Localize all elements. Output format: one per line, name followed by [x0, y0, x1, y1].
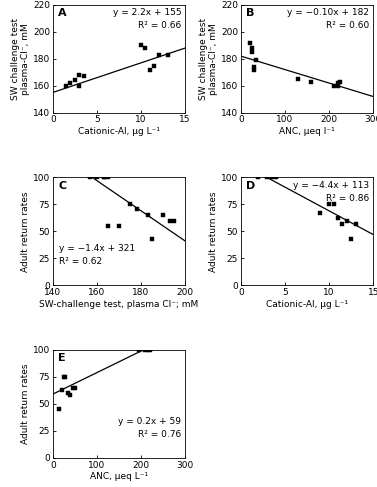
Text: R² = 0.76: R² = 0.76 [138, 430, 181, 439]
Y-axis label: Adult return rates: Adult return rates [209, 191, 218, 272]
X-axis label: ANC, μeq l⁻¹: ANC, μeq l⁻¹ [279, 127, 335, 136]
Text: R² = 0.60: R² = 0.60 [326, 21, 369, 30]
Text: y = 2.2x + 155: y = 2.2x + 155 [113, 8, 181, 17]
X-axis label: SW-challenge test, plasma Cl⁻; mM: SW-challenge test, plasma Cl⁻; mM [39, 300, 199, 309]
Text: y = −4.4x + 113: y = −4.4x + 113 [293, 181, 369, 189]
Text: y = −0.10x + 182: y = −0.10x + 182 [287, 8, 369, 17]
Text: C: C [58, 181, 66, 190]
Y-axis label: Adult return rates: Adult return rates [21, 191, 30, 272]
Y-axis label: Adult return rates: Adult return rates [21, 364, 30, 444]
Y-axis label: SW challenge test
plasma-Cl⁻, mM: SW challenge test plasma-Cl⁻, mM [11, 18, 30, 100]
Text: R² = 0.62: R² = 0.62 [60, 257, 103, 266]
Text: B: B [246, 8, 254, 18]
Text: R² = 0.86: R² = 0.86 [326, 193, 369, 203]
Text: R² = 0.66: R² = 0.66 [138, 21, 181, 30]
Text: y = 0.2x + 59: y = 0.2x + 59 [118, 417, 181, 426]
Text: y = −1.4x + 321: y = −1.4x + 321 [60, 244, 135, 253]
X-axis label: Cationic-Al, μg L⁻¹: Cationic-Al, μg L⁻¹ [266, 300, 348, 309]
Y-axis label: SW challenge test
plasma-Cl⁻, mM: SW challenge test plasma-Cl⁻, mM [199, 18, 218, 100]
Text: E: E [58, 353, 66, 363]
Text: A: A [58, 8, 67, 18]
X-axis label: ANC, μeq L⁻¹: ANC, μeq L⁻¹ [90, 472, 148, 481]
Text: D: D [246, 181, 255, 190]
X-axis label: Cationic-Al, μg L⁻¹: Cationic-Al, μg L⁻¹ [78, 127, 160, 136]
